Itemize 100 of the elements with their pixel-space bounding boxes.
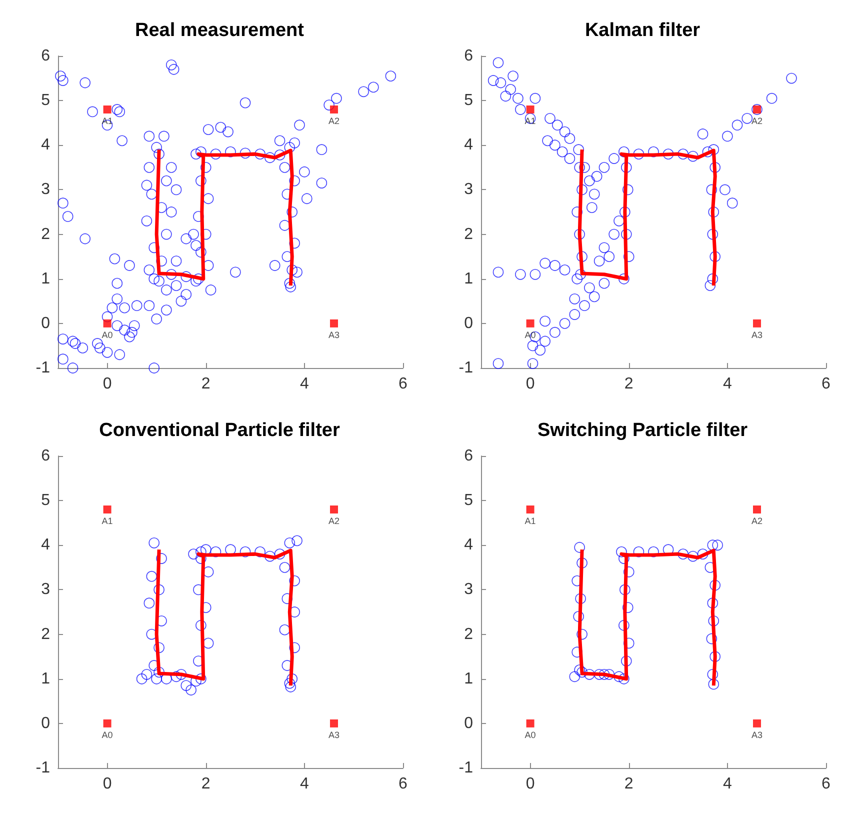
y-tick-label: 2 (41, 226, 50, 243)
y-tick-label: 4 (464, 136, 474, 154)
data-label: A2 (328, 516, 340, 526)
y-tick-label: 4 (41, 136, 50, 154)
point (710, 651, 721, 662)
point (188, 548, 199, 560)
point (621, 656, 632, 666)
point (170, 671, 182, 682)
x-tick-label: 0 (102, 776, 112, 792)
chart-title: Kalman filter (584, 20, 701, 41)
point (575, 593, 586, 604)
point (180, 680, 192, 691)
data-label: A3 (751, 730, 763, 740)
x-tick-label: 4 (722, 376, 732, 392)
point (697, 548, 708, 560)
point (708, 678, 720, 690)
chart-title: Real measurement (135, 20, 305, 41)
point (708, 616, 720, 626)
data-label: A0 (102, 730, 113, 740)
y-tick-label: 2 (41, 626, 50, 643)
y-tick-label: 4 (464, 536, 474, 554)
point (274, 548, 286, 560)
x-tick-label: 2 (201, 776, 210, 792)
y-tick-label: -1 (458, 360, 474, 376)
point (330, 719, 338, 728)
y-tick-label: 0 (41, 314, 50, 332)
point (526, 719, 534, 728)
y-tick-label: 3 (464, 181, 474, 198)
point (574, 542, 585, 553)
point (292, 535, 302, 546)
line-series (154, 548, 294, 688)
point (526, 505, 534, 514)
x-tick-label: 0 (102, 376, 112, 392)
point (330, 505, 338, 514)
point (286, 673, 298, 684)
point (151, 673, 162, 684)
point (616, 546, 627, 558)
line-series (578, 548, 717, 688)
point (176, 669, 187, 680)
x-tick-label: 2 (201, 376, 210, 392)
point (618, 673, 630, 684)
line-series (154, 148, 294, 288)
y-tick-label: 5 (41, 92, 50, 110)
line-series (578, 148, 717, 288)
y-tick-label: 2 (464, 226, 474, 243)
y-tick-label: 5 (41, 492, 50, 510)
y-tick-label: 6 (41, 448, 50, 464)
y-tick-label: 3 (41, 581, 50, 598)
point (196, 673, 206, 684)
point (753, 719, 761, 728)
y-tick-label: 0 (464, 314, 474, 332)
point (710, 580, 721, 591)
point (576, 628, 588, 640)
point (154, 666, 164, 678)
y-tick-label: 3 (464, 581, 474, 598)
point (614, 671, 624, 682)
y-tick-label: 1 (41, 670, 50, 688)
y-tick-label: 0 (41, 714, 50, 732)
x-tick-label: 4 (300, 776, 309, 792)
chart-title: Conventional Particle filter (99, 420, 340, 441)
data-label: A3 (328, 730, 340, 740)
point (573, 611, 584, 622)
point (144, 598, 155, 608)
y-tick-label: 1 (41, 270, 50, 288)
x-tick-label: 6 (398, 376, 408, 392)
point (148, 538, 160, 548)
y-tick-label: 1 (464, 270, 474, 288)
x-tick-label: 2 (624, 776, 634, 792)
y-tick-label: 5 (464, 492, 474, 510)
point (284, 678, 296, 689)
y-tick-label: 5 (464, 92, 474, 110)
data-label: A2 (328, 116, 340, 126)
point (712, 540, 723, 551)
y-tick-label: 1 (464, 670, 474, 688)
x-tick-label: 0 (526, 776, 535, 792)
chart-title: Switching Particle filter (537, 420, 748, 441)
data-label: A0 (524, 730, 536, 740)
x-tick-label: 0 (526, 376, 535, 392)
point (753, 505, 761, 514)
data-label: A3 (751, 330, 763, 340)
point (285, 681, 296, 692)
y-tick-label: 6 (464, 448, 474, 464)
x-tick-label: 4 (722, 776, 732, 792)
point (103, 719, 112, 728)
data-label: A1 (102, 516, 113, 526)
x-tick-label: 6 (822, 776, 831, 792)
point (576, 666, 588, 678)
point (576, 558, 588, 568)
y-tick-label: 6 (41, 48, 50, 64)
data-label: A2 (751, 116, 763, 126)
y-tick-label: 4 (41, 536, 50, 554)
point (146, 570, 158, 582)
point (141, 669, 152, 680)
y-tick-label: -1 (36, 360, 50, 376)
y-tick-label: 3 (41, 181, 50, 198)
data-label: A3 (328, 330, 340, 340)
point (279, 562, 290, 573)
y-tick-label: -1 (458, 760, 474, 776)
x-tick-label: 2 (624, 376, 634, 392)
point (598, 669, 610, 680)
